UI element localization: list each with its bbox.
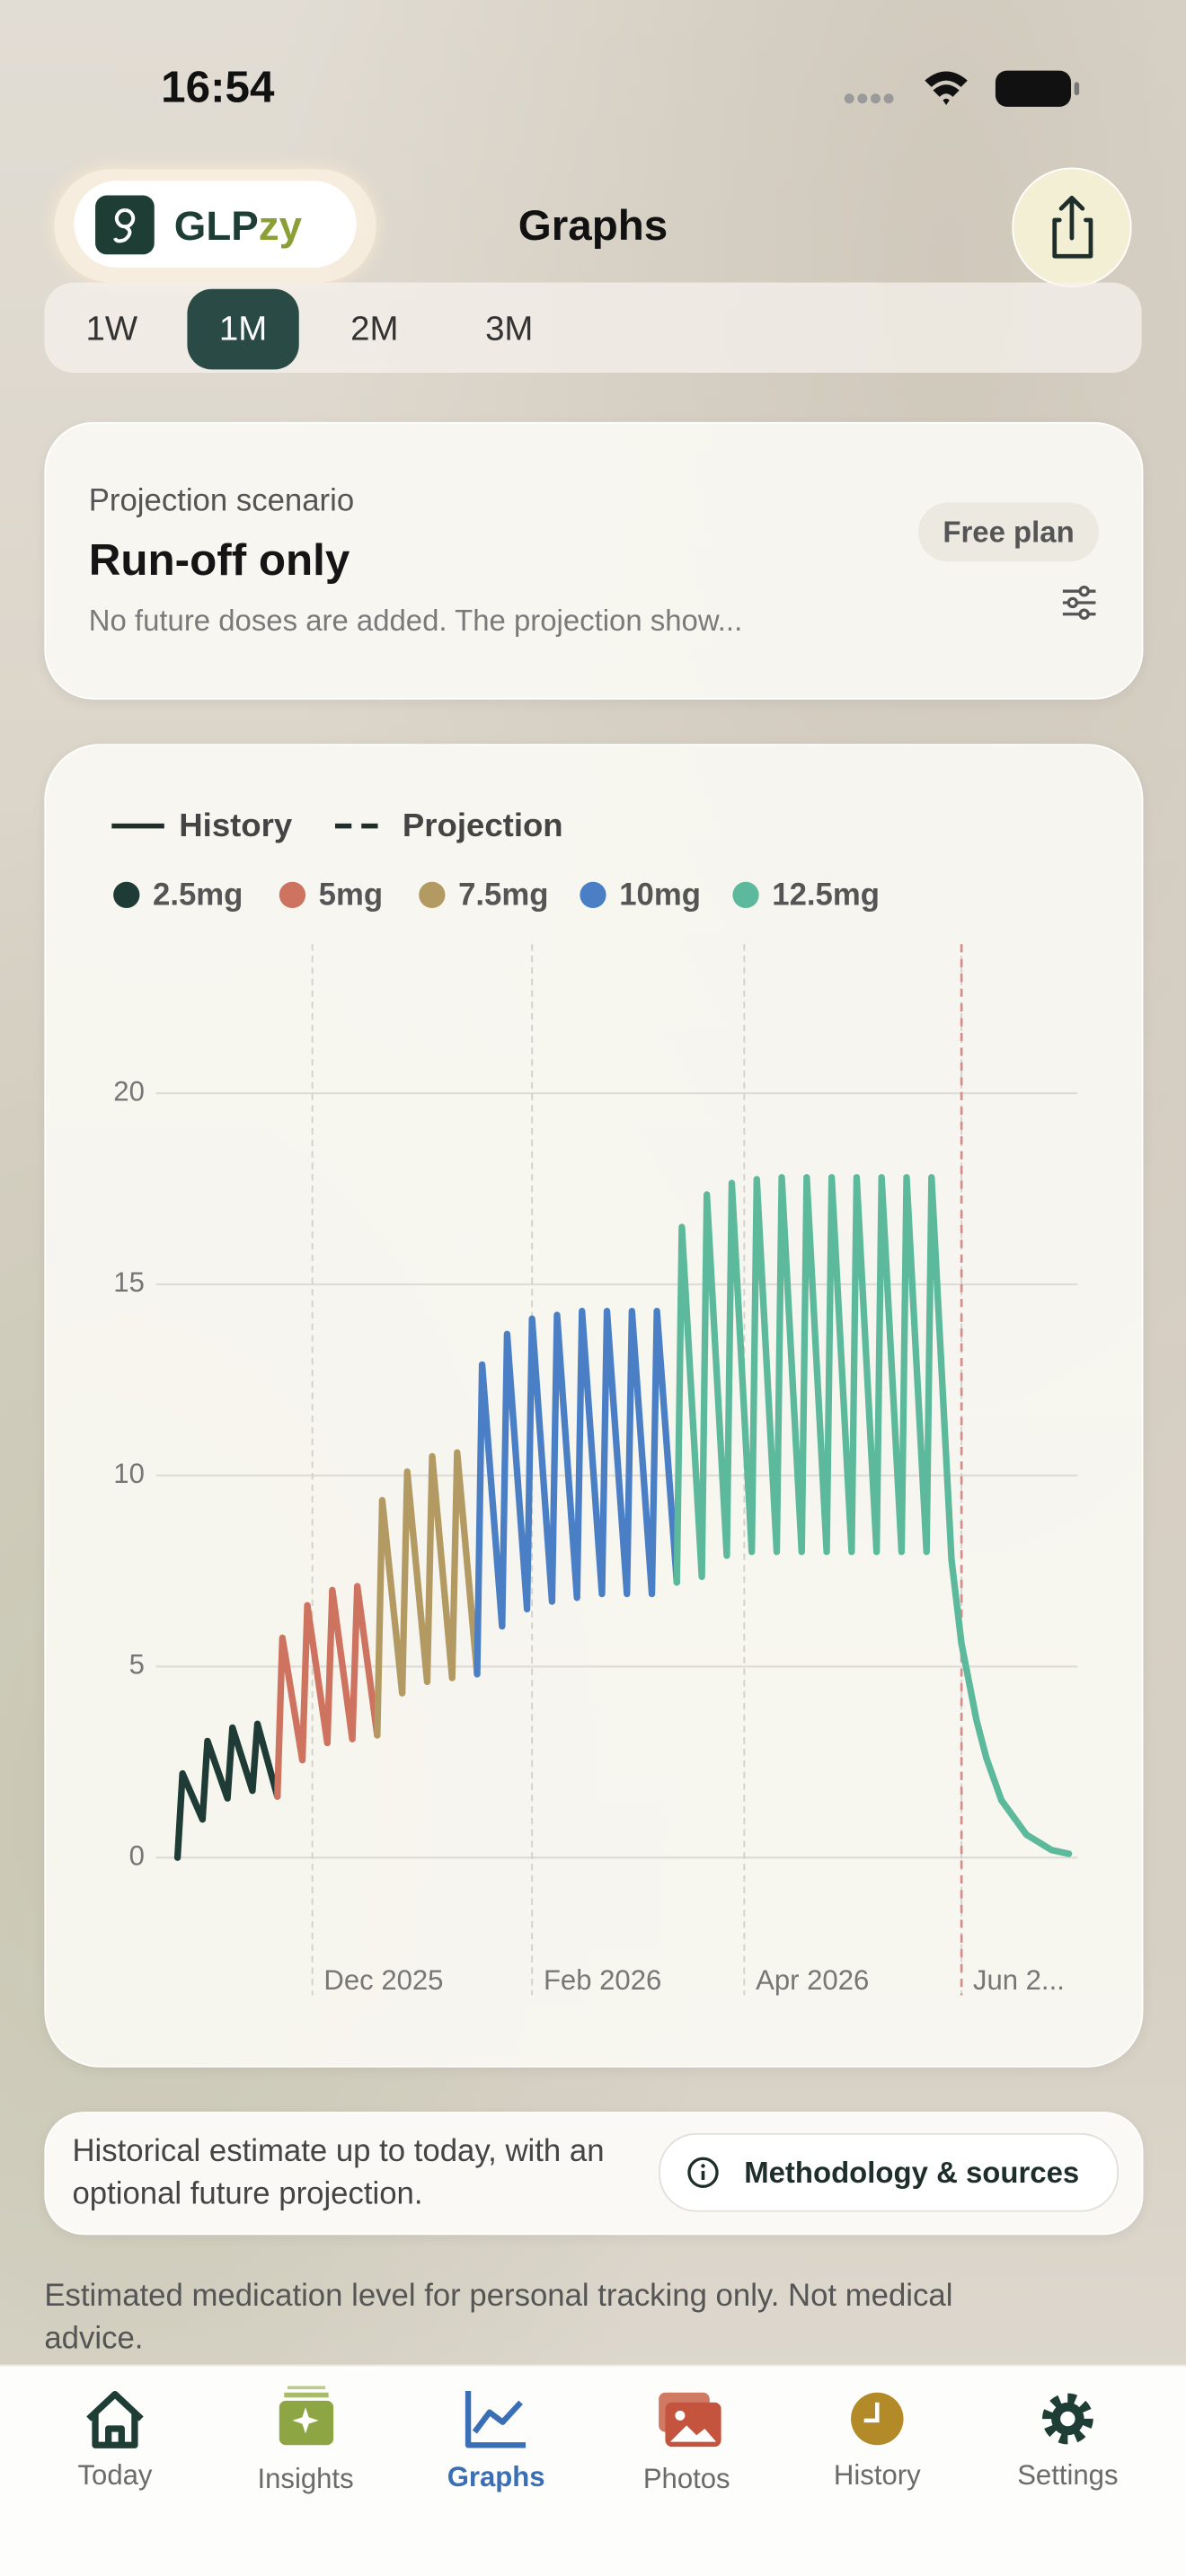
legend-dot	[580, 881, 606, 909]
legend-dot	[113, 881, 140, 909]
legend-dot	[732, 881, 759, 909]
y-tick-label: 0	[129, 1839, 145, 1871]
x-tick-label: Jun 2...	[973, 1964, 1065, 1996]
tab-bar: Today Insights Graphs Photos History Set…	[0, 2364, 1186, 2576]
legend-label: 12.5mg	[772, 878, 880, 912]
status-time: 16:54	[161, 62, 275, 112]
status-icons	[844, 70, 1080, 107]
methodology-button[interactable]: Methodology & sources	[659, 2132, 1120, 2212]
share-button[interactable]	[1012, 167, 1132, 287]
brand-pill[interactable]: GLPzy	[54, 169, 376, 283]
brand-logo	[95, 195, 155, 255]
legend-label: 2.5mg	[153, 878, 243, 912]
y-tick-label: 20	[113, 1075, 145, 1107]
x-tick-label: Feb 2026	[544, 1964, 661, 1996]
legend-label: History	[179, 807, 293, 843]
brand-part: GLP	[173, 203, 259, 250]
info-text: Historical estimate up to today, with an…	[72, 2134, 605, 2212]
scenario-description: No future doses are added. The projectio…	[88, 604, 743, 638]
scenario-title: Run-off only	[88, 535, 350, 585]
scenario-card[interactable]: Projection scenario Run-off only No futu…	[44, 421, 1144, 700]
range-tab[interactable]: 2M	[350, 310, 399, 348]
x-tick-label: Dec 2025	[323, 1964, 443, 1996]
dose-line	[474, 1308, 680, 1678]
icon-insights	[279, 2386, 334, 2446]
range-tab[interactable]: 1W	[85, 310, 138, 348]
dose-line	[173, 1720, 281, 1861]
tab-insights[interactable]: Insights	[257, 2463, 354, 2495]
icon-photos	[659, 2392, 721, 2448]
scenario-label: Projection scenario	[88, 484, 355, 519]
plan-badge: Free plan	[917, 502, 1100, 562]
info-card: Historical estimate up to today, with an…	[44, 2112, 1144, 2236]
dose-line	[673, 1174, 1073, 1857]
legend-label: 7.5mg	[458, 878, 548, 912]
legend-label: 10mg	[619, 878, 701, 912]
tab-history[interactable]: History	[833, 2459, 921, 2492]
tab-photos[interactable]: Photos	[642, 2463, 730, 2495]
tab-graphs[interactable]: Graphs	[447, 2461, 545, 2493]
tab-today[interactable]: Today	[77, 2459, 153, 2492]
settings-sliders-icon[interactable]	[1059, 585, 1099, 621]
chart: History Projection 2.5mg 5mg 7.5mg 10mg 12.5mg…	[111, 807, 1078, 1996]
y-tick-label: 5	[129, 1649, 145, 1681]
page-title: Graphs	[518, 200, 668, 250]
range-tab[interactable]: 1M	[187, 288, 299, 370]
legend-dot	[279, 881, 306, 909]
icon-settings	[1042, 2393, 1093, 2445]
chart-card	[44, 744, 1144, 2068]
methodology-label: Methodology & sources	[744, 2156, 1080, 2190]
legend-label: Projection	[403, 807, 563, 843]
range-tab[interactable]: 3M	[485, 310, 534, 348]
dose-line	[274, 1583, 381, 1800]
tab-icons	[86, 2386, 1093, 2448]
dose-line	[374, 1449, 481, 1739]
tab-settings[interactable]: Settings	[1017, 2459, 1119, 2492]
icon-history	[851, 2392, 904, 2446]
legend-label: 5mg	[319, 878, 383, 912]
y-tick-label: 15	[113, 1266, 145, 1298]
y-tick-label: 10	[113, 1458, 145, 1489]
x-tick-label: Apr 2026	[756, 1964, 869, 1996]
brand-name: GLPzy	[174, 204, 302, 251]
info-icon	[687, 2157, 719, 2188]
brand-part: zy	[258, 203, 303, 250]
icon-today	[86, 2390, 144, 2448]
disclaimer: Estimated medication level for personal …	[44, 2279, 953, 2357]
icon-graphs	[465, 2390, 527, 2448]
legend-dot	[419, 881, 446, 909]
